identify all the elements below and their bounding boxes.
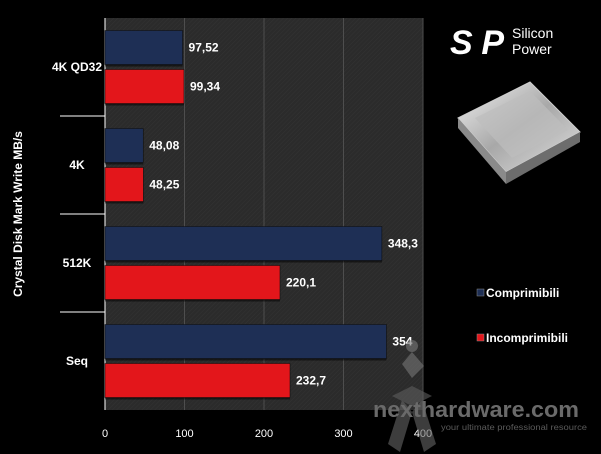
bar-comprimibili-2 (104, 226, 383, 261)
legend: Comprimibili Incomprimibili (476, 286, 568, 345)
brand-mark: SP (450, 24, 504, 62)
bar-comprimibili-1 (104, 128, 144, 163)
brand-line2: Power (512, 41, 552, 57)
watermark-name: nexthardware.com (373, 397, 579, 422)
category-separators (60, 18, 106, 410)
brand-line1: Silicon (512, 25, 553, 41)
y-axis-label: Crystal Disk Mark Write MB/s (11, 131, 25, 297)
bar-incomprimibili-3 (104, 363, 291, 398)
external-drive-image (457, 81, 581, 184)
bar-value-label: 48,25 (149, 178, 179, 192)
bar-comprimibili-0 (104, 30, 183, 65)
x-tick-label: 200 (255, 428, 273, 440)
x-tick-label: 100 (175, 428, 193, 440)
category-label: 512K (63, 256, 92, 270)
bar-incomprimibili-1 (104, 167, 144, 202)
watermark-tagline: your ultimate professional resource (441, 423, 588, 432)
bar-comprimibili-3 (104, 324, 387, 359)
bar-incomprimibili-2 (104, 265, 281, 300)
bar-incomprimibili-0 (104, 69, 185, 104)
category-label: 4K QD32 (52, 60, 102, 74)
bar-value-label: 220,1 (286, 276, 316, 290)
legend-swatch (476, 333, 485, 342)
silicon-power-logo: SP Silicon Power (450, 24, 553, 62)
x-tick-labels: 0100200300400 (102, 428, 432, 440)
category-label: Seq (66, 354, 88, 368)
x-tick-label: 300 (334, 428, 352, 440)
category-labels: 4K QD32 4K 512K Seq (52, 60, 102, 368)
legend-label: Comprimibili (486, 286, 559, 300)
bar-value-label: 48,08 (149, 139, 179, 153)
bar-value-label: 99,34 (190, 80, 220, 94)
watermark-figure-icon (388, 340, 436, 452)
bar-value-label: 97,52 (189, 41, 219, 55)
bar-value-label: 232,7 (296, 374, 326, 388)
legend-swatch (476, 288, 485, 297)
bar-value-label: 348,3 (388, 237, 418, 251)
legend-label: Incomprimibili (486, 331, 568, 345)
nexthardware-watermark: nexthardware.com your ultimate professio… (373, 340, 588, 452)
x-tick-label: 0 (102, 428, 108, 440)
category-label: 4K (69, 158, 85, 172)
